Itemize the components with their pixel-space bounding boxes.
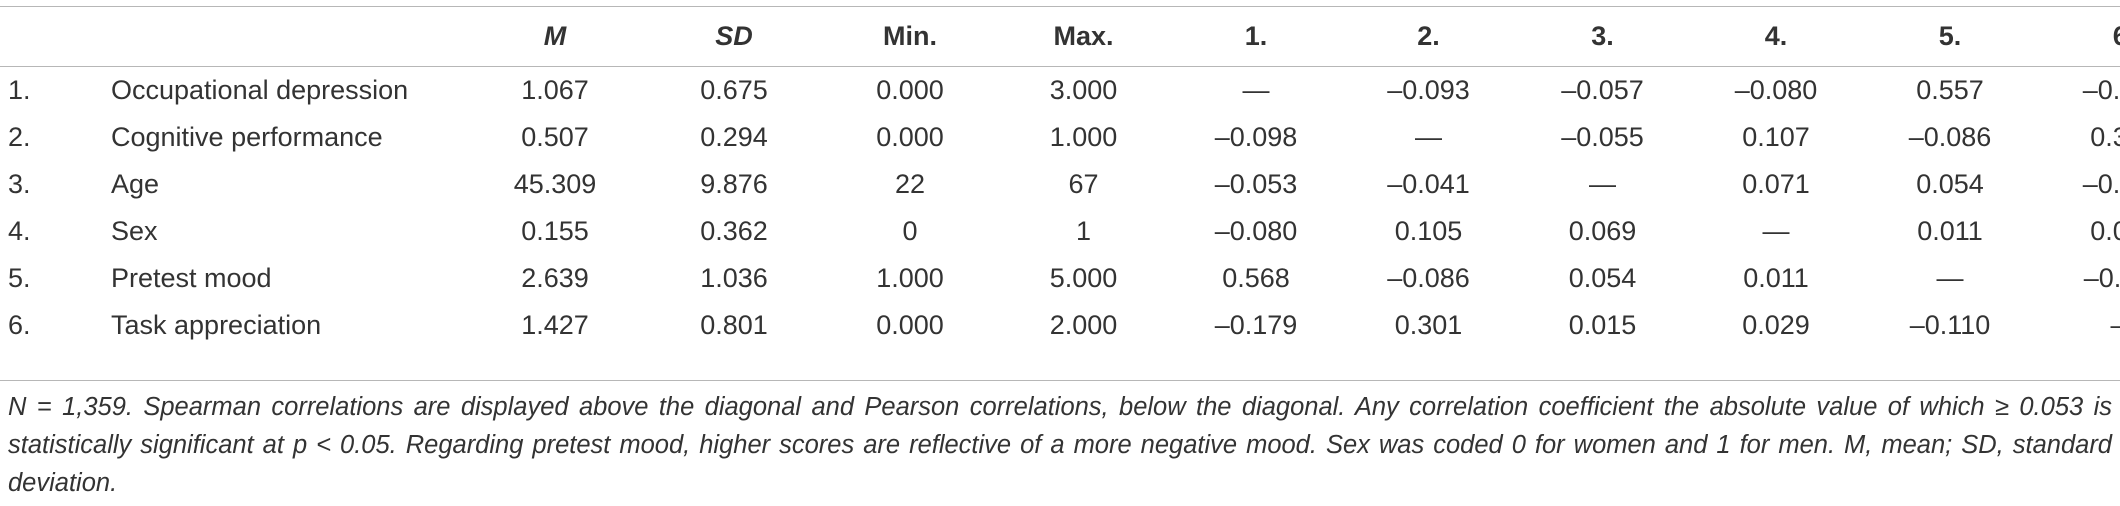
table-cell: –0.086 [1387, 263, 1470, 293]
table-cell: –0.110 [1909, 310, 1991, 340]
table-cell: 1.036 [700, 263, 768, 293]
table-cell: 22 [894, 169, 926, 199]
table-cell: 3.000 [1049, 75, 1118, 105]
table-cell: 67 [1068, 169, 1099, 199]
header-cell-3: 3. [1591, 20, 1614, 51]
table-cell: 0.000 [876, 122, 944, 152]
table-cell: 1.000 [876, 263, 944, 293]
table-cell: 0.801 [700, 310, 768, 340]
table-footnote: N = 1,359. Spearman correlations are dis… [8, 393, 2112, 497]
row-index: 4. [8, 216, 31, 246]
header-cell-mean: M [543, 20, 567, 51]
table-cell: 0.029 [1742, 310, 1810, 340]
variable-name: Pretest mood [111, 263, 272, 293]
table-cell: 0.107 [1742, 122, 1810, 152]
header-cell-1: 1. [1244, 20, 1268, 51]
table-cell: –0.055 [1561, 122, 1644, 152]
table-cell: 45.309 [513, 169, 597, 199]
table-cell: 0.155 [521, 216, 589, 246]
table-header: M SD Min. Max. 1. 2. 3. 4. 5. 6. [0, 7, 2120, 65]
variable-name: Cognitive performance [111, 122, 383, 152]
table-cell: –0.110 [2083, 263, 2120, 293]
table-cell: 0.557 [1916, 75, 1984, 105]
table-cell: 0.362 [700, 216, 768, 246]
row-index: 1. [8, 75, 31, 105]
header-cell-max: Max. [1053, 20, 1114, 51]
table-cell: 0.054 [1568, 263, 1637, 293]
table-cell: 0.675 [700, 75, 768, 105]
table-cell: –0.086 [1908, 122, 1992, 152]
table-cell: 0.294 [700, 122, 768, 152]
table-cell: 0.029 [2090, 216, 2120, 246]
table-cell: 1.067 [521, 75, 589, 105]
row-index: 3. [8, 169, 31, 199]
table-cell: 0.301 [1394, 310, 1463, 340]
table-cell: 0.568 [1222, 263, 1290, 293]
table-cell: –0.080 [1734, 75, 1818, 105]
header-cell-4: 4. [1764, 20, 1788, 51]
table-cell: 2.000 [1049, 310, 1118, 340]
table-cell: — [1589, 169, 1616, 199]
table-cell: 0.011 [1917, 216, 1983, 246]
row-index: 5. [8, 263, 31, 293]
table-cell: 0.015 [1568, 310, 1637, 340]
header-cell-5: 5. [1938, 20, 1962, 51]
table-cell: — [2037, 302, 2120, 349]
header-cell-2: 2. [1417, 20, 1440, 51]
table-cell: –0.053 [1214, 169, 1298, 199]
table-body: 1. Occupational depression 1.067 0.675 0.000… [0, 67, 2120, 349]
table-cell: 9.876 [700, 169, 768, 199]
row-index: 2. [8, 122, 31, 152]
table-cell: 0.301 [2090, 122, 2120, 152]
table-cell: 1.000 [1049, 122, 1118, 152]
row-index: 6. [8, 310, 31, 340]
table-cell: –0.098 [1214, 122, 1298, 152]
table-cell: 0.000 [876, 75, 944, 105]
table-cell: 1.427 [521, 310, 589, 340]
table-cell: — [1415, 122, 1442, 152]
table-cell: 0.507 [521, 122, 589, 152]
table-cell: 0.000 [876, 310, 944, 340]
header-cell-min: Min. [883, 20, 937, 51]
table-cell: –0.179 [1214, 310, 1298, 340]
table-cell: 0.011 [1743, 263, 1809, 293]
table-cell: –0.057 [1561, 75, 1644, 105]
table-cell: 1 [1075, 216, 1092, 246]
table-cell: — [1936, 263, 1964, 293]
variable-name: Task appreciation [111, 310, 322, 340]
table-cell: –0.080 [1214, 216, 1298, 246]
header-cell-sd: SD [715, 20, 753, 51]
header-rule [0, 66, 2120, 67]
variable-name: Sex [111, 216, 158, 246]
table-cell: — [1242, 75, 1270, 105]
bottom-rule [0, 380, 2120, 381]
variable-name: Age [111, 169, 160, 199]
table-cell: 0.069 [1568, 216, 1637, 246]
table-cell: 0.054 [1916, 169, 1984, 199]
variable-name: Occupational depression [111, 75, 409, 105]
table-cell: –0.014 [2082, 169, 2120, 199]
table-cell: –0.093 [1387, 75, 1470, 105]
table-cell: 0 [902, 216, 918, 246]
table-cell: 0.105 [1394, 216, 1463, 246]
table-cell: 5.000 [1049, 263, 1118, 293]
table-cell: 2.639 [521, 263, 589, 293]
top-rule [0, 6, 2120, 7]
table-cell: –0.041 [1387, 169, 1470, 199]
header-cell-6: 6. [2037, 21, 2120, 52]
table-cell: –0.180 [2082, 75, 2120, 105]
table-cell: — [1762, 216, 1790, 246]
table-cell: 0.071 [1742, 169, 1810, 199]
